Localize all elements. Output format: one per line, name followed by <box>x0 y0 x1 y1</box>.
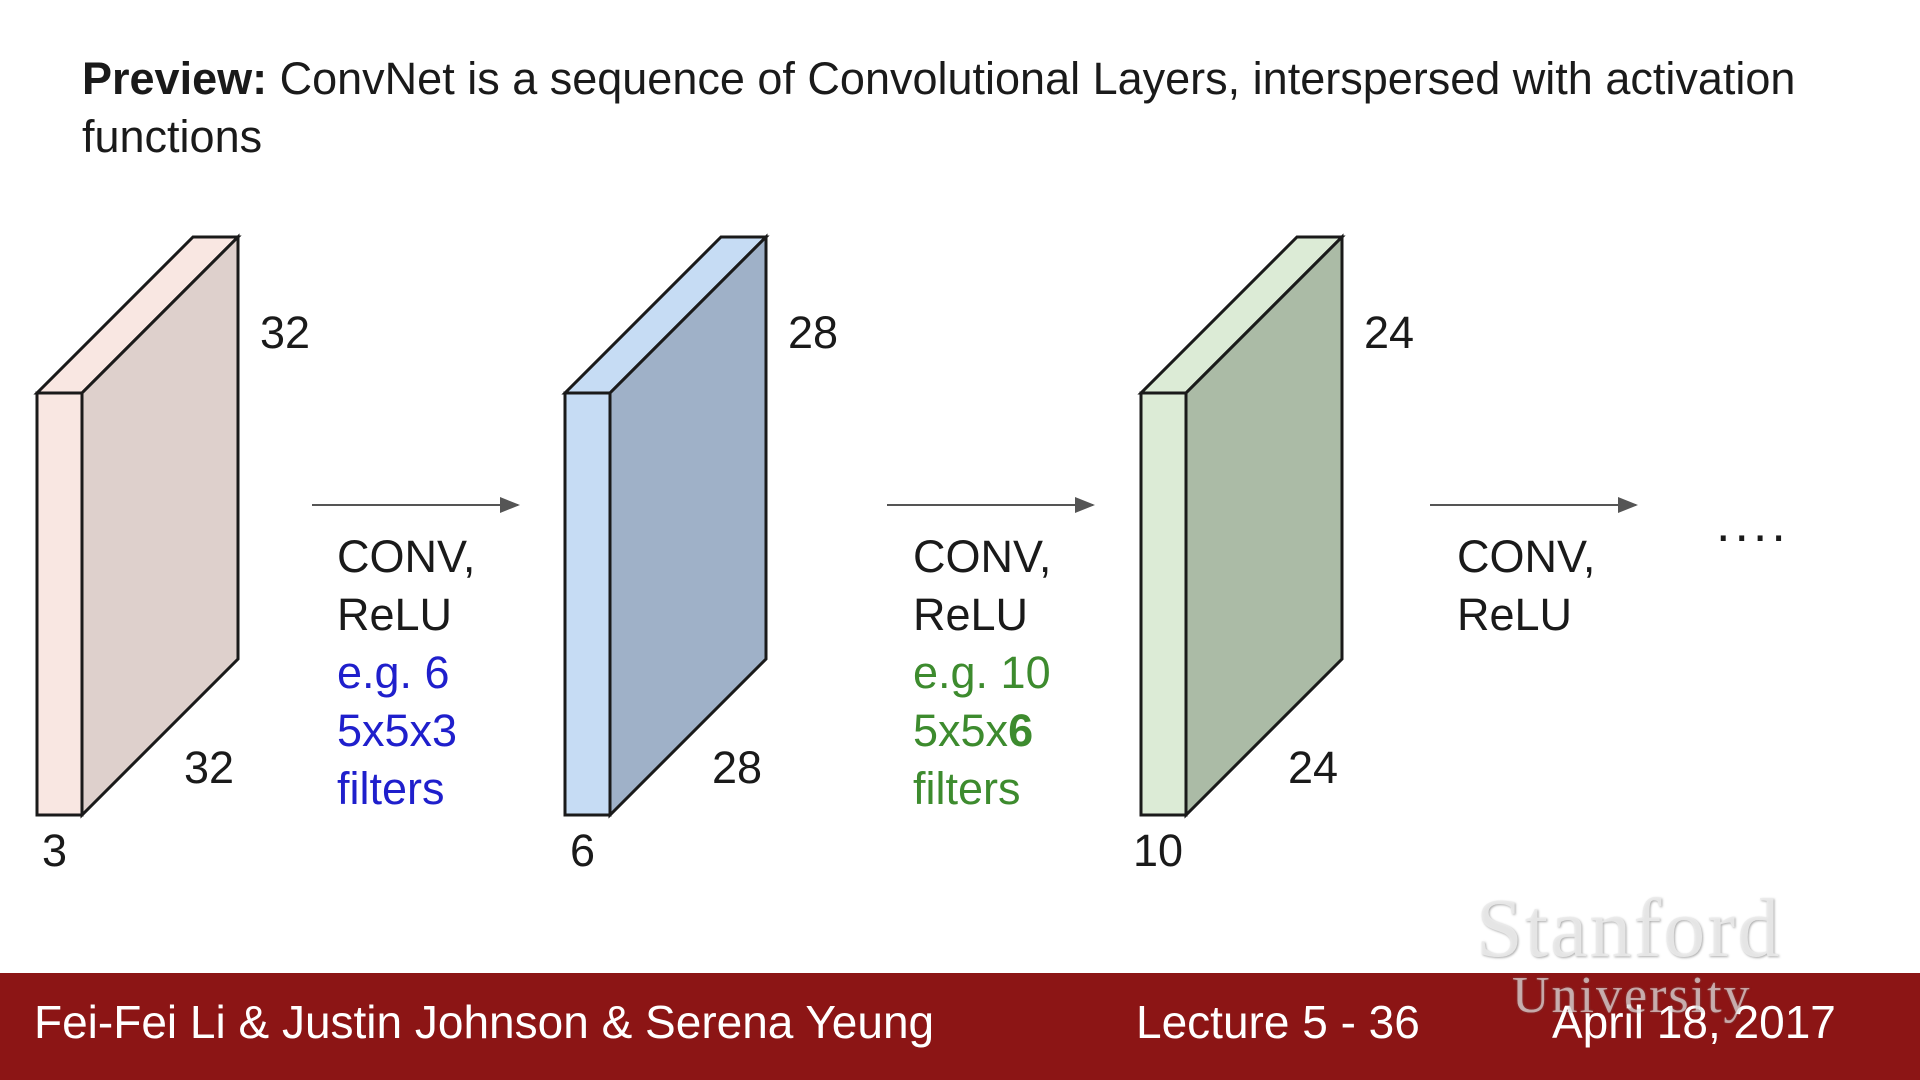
volume-2-width-label: 28 <box>712 742 763 793</box>
operation-3-label: CONV, ReLU <box>1457 528 1595 644</box>
volume-side-face <box>1184 233 1344 819</box>
activation-volume-28x28x6 <box>561 233 770 819</box>
op-2-note3: filters <box>913 763 1021 814</box>
volume-1-depth-label: 3 <box>42 825 68 876</box>
volume-1-width-label: 32 <box>184 742 235 793</box>
slide-title: Preview: ConvNet is a sequence of Convol… <box>82 50 1842 166</box>
continuation-ellipsis: .... <box>1716 495 1790 553</box>
input-volume-32x32x3 <box>33 233 242 819</box>
op-2-note2-bold: 6 <box>1008 705 1034 756</box>
volume-3-height-label: 24 <box>1364 307 1415 358</box>
volume-3-width-label: 24 <box>1288 742 1339 793</box>
operation-1-label: CONV, ReLU e.g. 6 5x5x3 filters <box>337 528 475 818</box>
title-bold-prefix: Preview: <box>82 53 268 104</box>
op-2-note2-prefix: 5x5x <box>913 705 1009 756</box>
footer-lecture: Lecture 5 - 36 <box>1136 996 1420 1048</box>
volume-front-face <box>563 391 612 817</box>
stanford-watermark-line1: Stanford <box>1476 882 1782 975</box>
volume-side-face <box>608 233 768 819</box>
volume-3-depth-label: 10 <box>1133 825 1184 876</box>
op-2-line1: CONV, <box>913 531 1052 582</box>
op-2-note1: e.g. 10 <box>913 647 1051 698</box>
op-1-note1: e.g. 6 <box>337 647 450 698</box>
footer-authors: Fei-Fei Li & Justin Johnson & Serena Yeu… <box>34 996 935 1048</box>
op-3-line2: ReLU <box>1457 589 1573 640</box>
op-1-note3: filters <box>337 763 445 814</box>
volume-2-height-label: 28 <box>788 307 839 358</box>
title-text: ConvNet is a sequence of Convolutional L… <box>82 53 1796 162</box>
volume-front-face <box>1139 391 1188 817</box>
operation-2-label: CONV, ReLU e.g. 10 5x5x6 filters <box>913 528 1051 818</box>
volume-front-face <box>35 391 84 817</box>
stanford-watermark-line2: University <box>1512 967 1752 1024</box>
volume-1-height-label: 32 <box>260 307 311 358</box>
op-1-line1: CONV, <box>337 531 476 582</box>
activation-volume-24x24x10 <box>1137 233 1346 819</box>
footer-date: April 18, 2017 <box>1552 996 1836 1048</box>
op-1-line2: ReLU <box>337 589 453 640</box>
volume-side-face <box>80 233 240 819</box>
footer-bar <box>0 973 1920 1080</box>
op-1-note2: 5x5x3 <box>337 705 458 756</box>
op-2-note2: 5x5x6 <box>913 702 1051 760</box>
op-2-line2: ReLU <box>913 589 1029 640</box>
op-3-line1: CONV, <box>1457 531 1596 582</box>
volume-2-depth-label: 6 <box>570 825 596 876</box>
